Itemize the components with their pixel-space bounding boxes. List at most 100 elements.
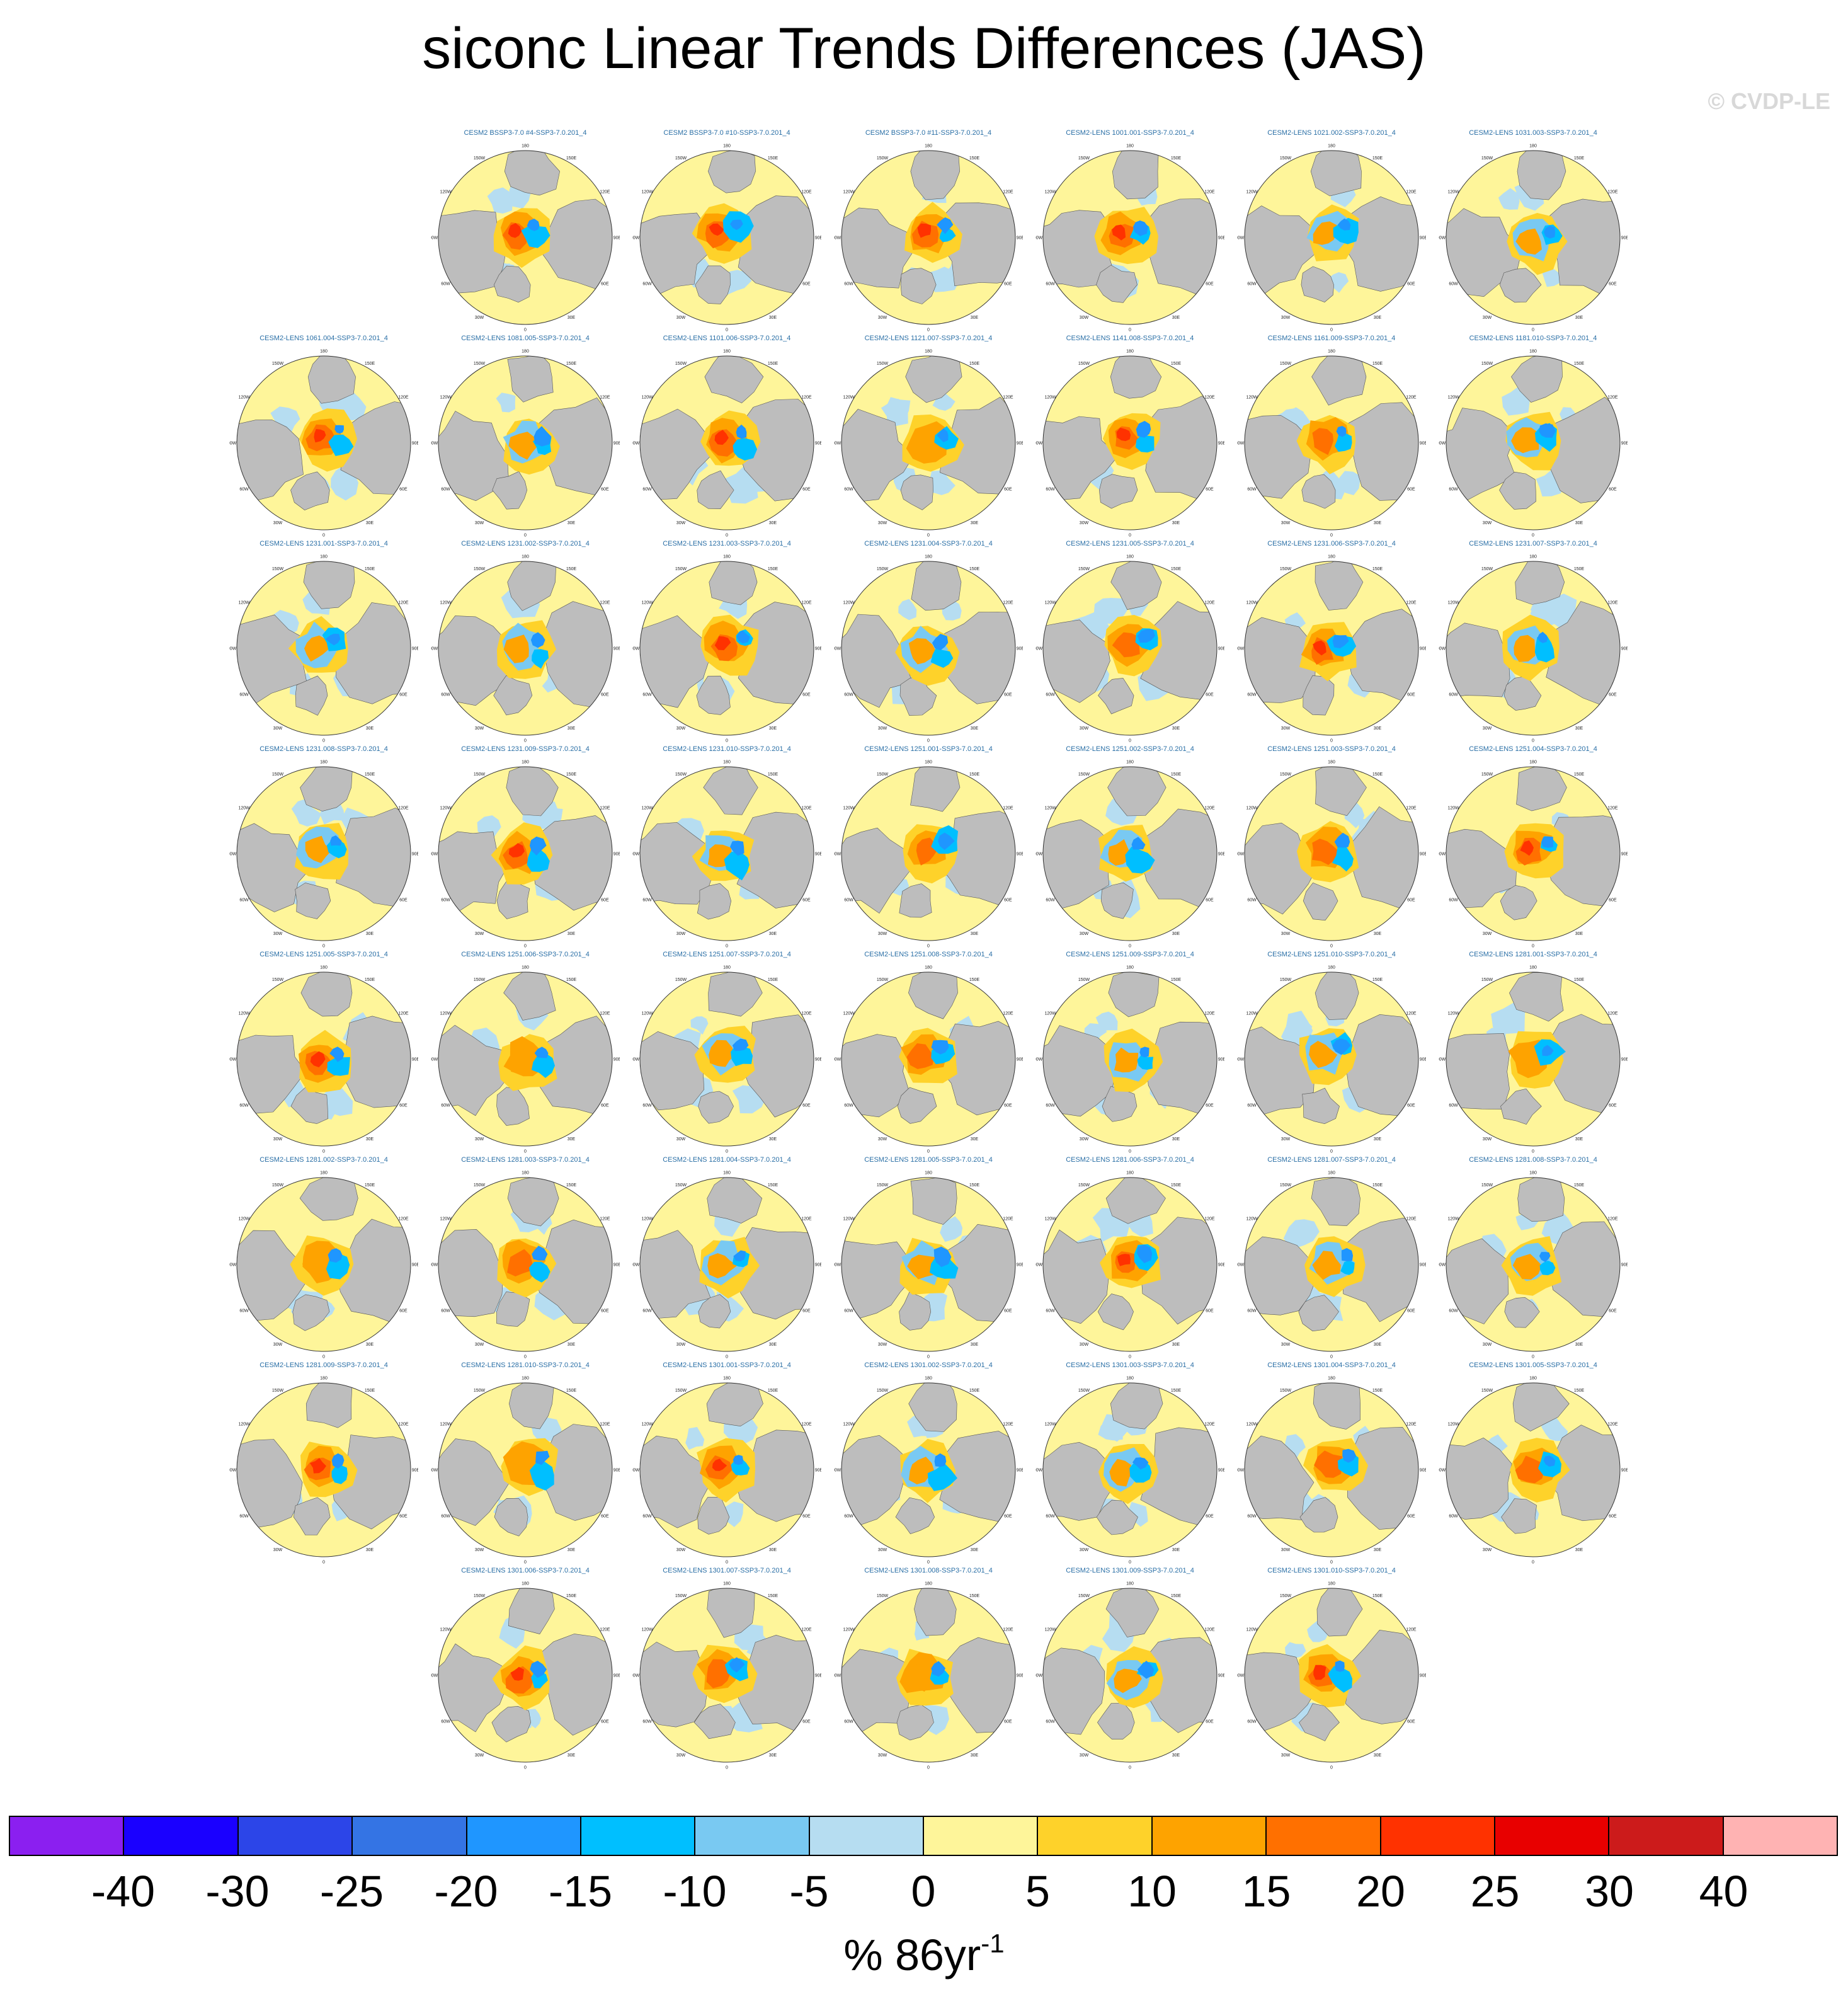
longitude-label: 30E: [568, 932, 576, 936]
map-boundary: [1244, 561, 1419, 736]
longitude-label: 30W: [1281, 726, 1291, 731]
longitude-label: 150E: [1574, 1389, 1585, 1393]
longitude-label: 60W: [441, 693, 450, 697]
longitude-label: 180: [723, 1582, 731, 1586]
longitude-label: 60W: [844, 898, 853, 903]
longitude-label: 120W: [843, 1012, 855, 1016]
longitude-label: 120E: [1607, 1423, 1618, 1427]
longitude-label: 30W: [1281, 1753, 1291, 1758]
trend-region: [1539, 1261, 1556, 1276]
longitude-label: 150W: [1481, 156, 1493, 161]
panel-title: CESM2-LENS 1231.003-SSP3-7.0.201_4: [663, 540, 791, 547]
longitude-label: 30W: [878, 1137, 887, 1142]
colorbar-box-14: [1609, 1817, 1724, 1855]
trend-region: [1336, 426, 1347, 437]
longitude-label: 60E: [802, 693, 811, 697]
longitude-label: 30E: [1172, 521, 1180, 525]
longitude-label: 60W: [441, 1720, 450, 1724]
map-panel: CESM2-LENS 1181.010-SSP3-7.0.201_4 180 150…: [1439, 335, 1628, 540]
longitude-label: 120E: [1204, 806, 1215, 811]
trend-region: [931, 1661, 945, 1677]
land-greenland: [1098, 678, 1134, 714]
longitude-label: 180: [925, 760, 932, 765]
map-field: [438, 1588, 612, 1762]
longitude-label: 150E: [1574, 1183, 1585, 1188]
longitude-label: 90E: [1420, 1674, 1426, 1678]
longitude-label: 60W: [1046, 1720, 1055, 1724]
longitude-label: 30W: [1281, 1548, 1291, 1552]
map-panel: CESM2-LENS 1021.002-SSP3-7.0.201_4 180 150…: [1237, 129, 1426, 335]
colorbar-box-2: [238, 1817, 353, 1855]
longitude-label: 90E: [613, 852, 620, 857]
longitude-label: 0: [1532, 534, 1534, 538]
longitude-label: 120W: [440, 396, 452, 400]
longitude-label: 150W: [1481, 1389, 1493, 1393]
map-panel: CESM2-LENS 1251.005-SSP3-7.0.201_4 180 150…: [229, 951, 418, 1156]
polar-map: 180 150E 120E 90E 60E 30E 0 30W 60W 90W 120W 150W: [1035, 350, 1224, 538]
longitude-label: 120E: [600, 396, 610, 400]
trend-region: [1313, 221, 1338, 245]
longitude-label: 60E: [399, 1309, 408, 1314]
longitude-label: 30W: [1080, 726, 1089, 731]
longitude-label: 90E: [412, 1058, 418, 1062]
longitude-label: 30E: [1172, 316, 1180, 320]
longitude-label: 150W: [1280, 772, 1292, 777]
longitude-label: 30W: [878, 726, 887, 731]
longitude-label: 60W: [1247, 1309, 1257, 1314]
longitude-label: 90W: [632, 236, 640, 241]
units-text: % 86yr: [843, 1930, 981, 1980]
longitude-label: 120W: [440, 1217, 452, 1222]
longitude-label: 90E: [1017, 647, 1023, 651]
trend-region: [1341, 1248, 1354, 1261]
trend-region: [730, 219, 743, 231]
longitude-label: 0: [524, 944, 527, 949]
map-boundary: [639, 971, 814, 1147]
map-boundary: [841, 1588, 1016, 1763]
longitude-label: 150E: [1372, 567, 1383, 571]
longitude-label: 90W: [834, 852, 841, 857]
longitude-label: 30E: [1172, 1753, 1180, 1758]
map-field: [438, 356, 612, 530]
polar-map: 180 150E 120E 90E 60E 30E 0 30W 60W 90W 120W 150W: [632, 1582, 821, 1770]
longitude-label: 180: [723, 350, 731, 354]
longitude-label: 150E: [969, 1389, 980, 1393]
panel-title: CESM2-LENS 1141.008-SSP3-7.0.201_4: [1066, 335, 1194, 342]
longitude-label: 60E: [399, 1104, 408, 1108]
longitude-label: 30E: [1172, 1137, 1180, 1142]
longitude-label: 120W: [843, 190, 855, 195]
map-field: [1245, 151, 1418, 324]
longitude-label: 150E: [969, 1594, 980, 1598]
trend-region: [709, 1040, 736, 1067]
map-field: [1245, 356, 1418, 530]
longitude-label: 120E: [1406, 190, 1417, 195]
longitude-label: 90W: [834, 647, 841, 651]
longitude-label: 90W: [431, 1674, 438, 1678]
longitude-label: 0: [1330, 1766, 1333, 1770]
trend-region: [1515, 1455, 1544, 1484]
panel-title: CESM2-LENS 1231.005-SSP3-7.0.201_4: [1066, 540, 1194, 547]
longitude-label: 90E: [815, 236, 821, 241]
map-panel: CESM2-LENS 1301.008-SSP3-7.0.201_4 180 150…: [834, 1567, 1023, 1772]
longitude-label: 180: [925, 350, 932, 354]
polar-map: 180 150E 120E 90E 60E 30E 0 30W 60W 90W 120W 150W: [632, 555, 821, 743]
longitude-label: 120E: [1003, 1423, 1013, 1427]
longitude-label: 150E: [1372, 772, 1383, 777]
panel-title: CESM2-LENS 1281.003-SSP3-7.0.201_4: [461, 1156, 590, 1164]
longitude-label: 150E: [1171, 772, 1182, 777]
panel-title: CESM2-LENS 1231.010-SSP3-7.0.201_4: [663, 745, 791, 753]
longitude-label: 30W: [676, 1753, 686, 1758]
map-field: [1245, 561, 1418, 735]
longitude-label: 120E: [1003, 1217, 1013, 1222]
longitude-label: 120W: [1447, 1423, 1459, 1427]
longitude-label: 90E: [613, 647, 620, 651]
colorbar-box-10: [1152, 1817, 1267, 1855]
longitude-label: 120E: [398, 1423, 409, 1427]
longitude-label: 150E: [566, 567, 577, 571]
trend-region: [1312, 1251, 1341, 1280]
land-siberia-east: [1315, 767, 1367, 817]
trend-region: [503, 634, 529, 663]
land-siberia-east: [508, 1588, 555, 1634]
longitude-label: 180: [1328, 1582, 1335, 1586]
map-panel: CESM2-LENS 1101.006-SSP3-7.0.201_4 180 150…: [632, 335, 821, 540]
longitude-label: 90W: [834, 1469, 841, 1473]
